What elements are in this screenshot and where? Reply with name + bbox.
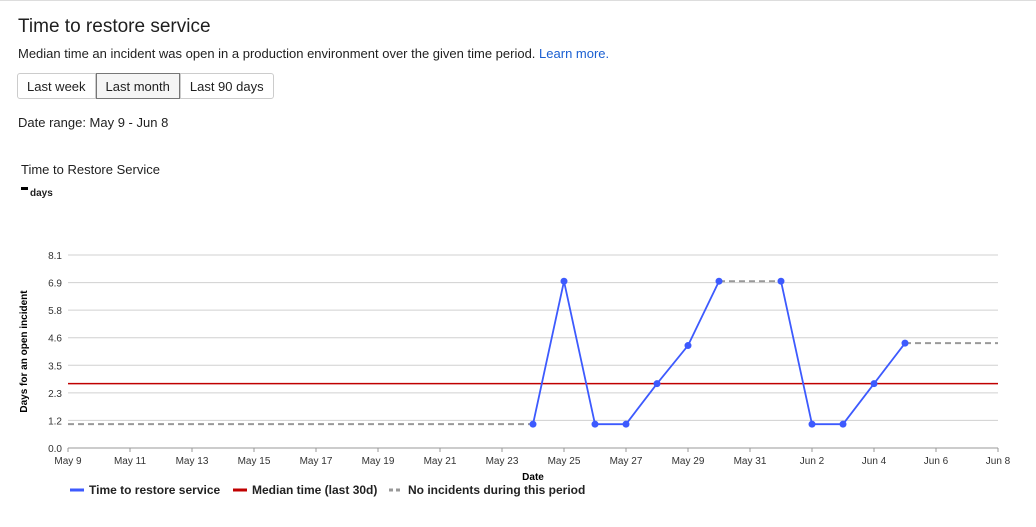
unit-label: days — [30, 188, 53, 199]
legend-label: No incidents during this period — [408, 483, 585, 497]
data-point — [529, 420, 537, 428]
x-tick-label: May 25 — [548, 456, 581, 467]
y-tick-label: 8.1 — [48, 251, 62, 262]
legend-label: Time to restore service — [89, 483, 221, 497]
description-text: Median time an incident was open in a pr… — [18, 46, 536, 61]
description: Median time an incident was open in a pr… — [18, 46, 609, 61]
divider — [0, 0, 1036, 1]
y-tick-label: 4.6 — [48, 334, 62, 345]
data-point — [777, 277, 785, 285]
page-title: Time to restore service — [18, 16, 211, 37]
period-selector: Last week Last month Last 90 days — [17, 73, 274, 99]
data-point — [591, 420, 599, 428]
data-point — [839, 420, 847, 428]
x-axis-label: Date — [522, 472, 544, 483]
date-range: Date range: May 9 - Jun 8 — [18, 115, 169, 130]
data-point — [808, 420, 816, 428]
y-axis-label: Days for an open incident — [19, 290, 30, 413]
unit-legend: days — [21, 187, 53, 199]
y-tick-label: 1.2 — [48, 416, 62, 427]
legend-label: Median time (last 30d) — [252, 483, 377, 497]
learn-more-link[interactable]: Learn more. — [539, 46, 610, 61]
data-point — [560, 277, 568, 285]
last-week-button[interactable]: Last week — [17, 73, 96, 99]
x-tick-label: May 21 — [424, 456, 457, 467]
x-tick-label: May 13 — [176, 456, 209, 467]
data-point — [684, 342, 692, 350]
y-tick-label: 2.3 — [48, 389, 62, 400]
x-tick-label: Jun 8 — [986, 456, 1011, 467]
y-tick-label: 0.0 — [48, 444, 62, 455]
x-tick-label: May 17 — [300, 456, 333, 467]
chart-title: Time to Restore Service — [21, 162, 160, 177]
x-tick-label: Jun 2 — [800, 456, 825, 467]
data-point — [622, 420, 630, 428]
data-point — [901, 339, 909, 347]
y-tick-label: 6.9 — [48, 279, 62, 290]
x-tick-label: May 31 — [734, 456, 767, 467]
data-point — [715, 277, 723, 285]
y-tick-label: 3.5 — [48, 361, 62, 372]
x-tick-label: May 23 — [486, 456, 519, 467]
unit-swatch — [21, 187, 28, 190]
x-tick-label: Jun 6 — [924, 456, 949, 467]
series-line — [532, 280, 720, 426]
last-month-button[interactable]: Last month — [95, 73, 180, 99]
x-tick-label: May 29 — [672, 456, 705, 467]
data-point — [653, 380, 661, 388]
x-tick-label: May 19 — [362, 456, 395, 467]
y-tick-label: 5.8 — [48, 306, 62, 317]
x-tick-label: May 11 — [114, 456, 146, 467]
x-tick-label: Jun 4 — [862, 456, 887, 467]
x-tick-label: May 27 — [610, 456, 643, 467]
x-tick-label: May 9 — [54, 456, 82, 467]
x-tick-label: May 15 — [238, 456, 271, 467]
last-90-days-button[interactable]: Last 90 days — [179, 73, 274, 99]
series-line — [780, 281, 906, 426]
data-point — [870, 380, 878, 388]
